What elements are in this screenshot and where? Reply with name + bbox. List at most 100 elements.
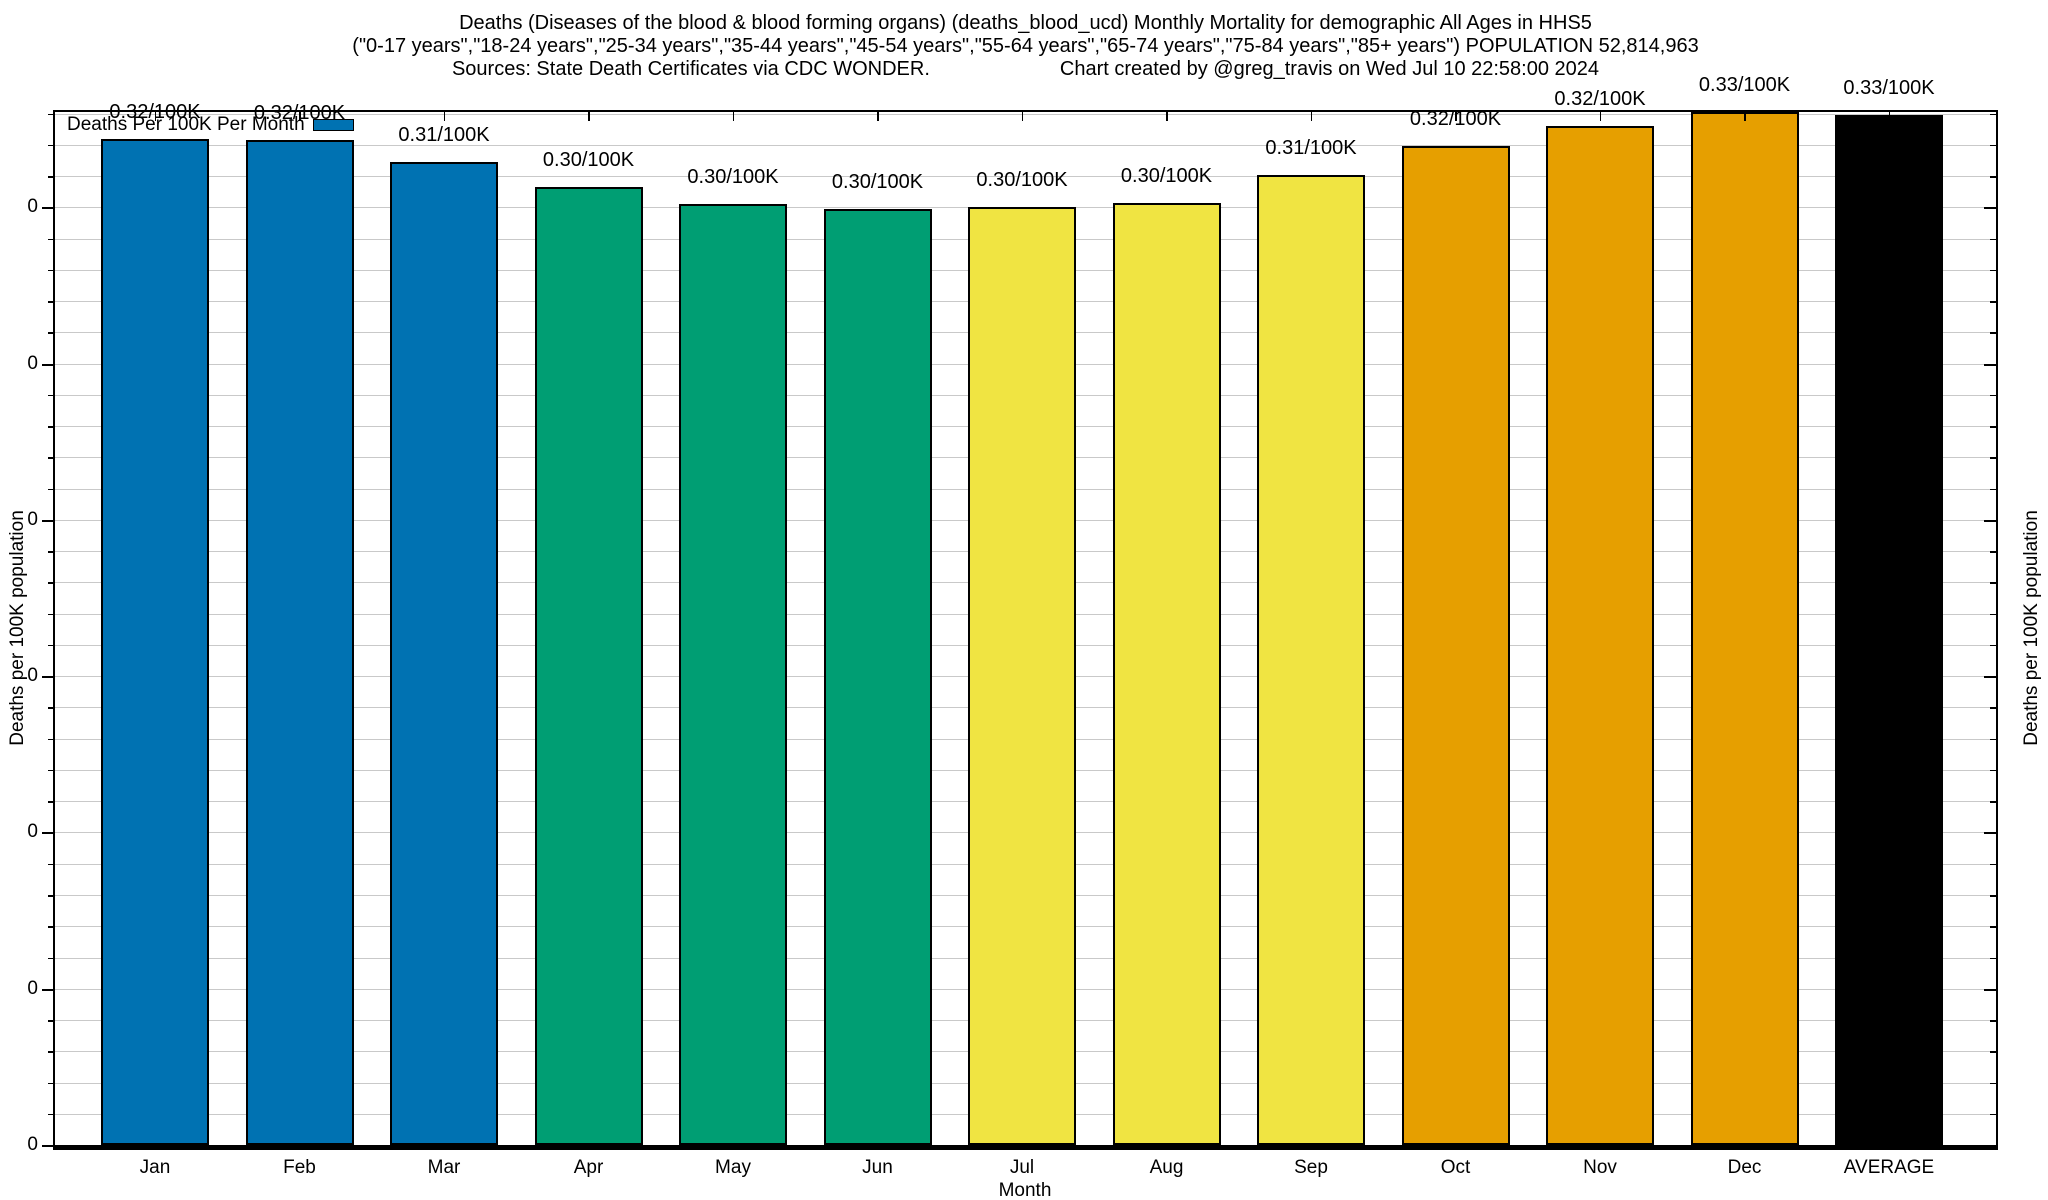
y-tick-label: 0 xyxy=(27,508,38,530)
x-tick-top xyxy=(299,112,301,121)
x-tick-label-jan: Jan xyxy=(139,1157,171,1178)
y-minor-tick-right xyxy=(1990,1113,1996,1116)
bar-nov xyxy=(1546,126,1654,1145)
x-tick-label-aug: Aug xyxy=(1149,1157,1184,1178)
y-minor-tick-right xyxy=(1990,926,1996,928)
y-major-tick-right xyxy=(1984,363,1996,366)
y-minor-tick-right xyxy=(1990,1051,1996,1053)
y-minor-tick-left xyxy=(48,613,55,616)
y-minor-tick-right xyxy=(1990,957,1996,959)
bar-value-label-dec: 0.33/100K xyxy=(1698,74,1791,96)
y-minor-tick-right xyxy=(1990,144,1996,147)
x-tick-top xyxy=(1021,112,1023,121)
y-minor-tick-left xyxy=(48,582,55,584)
y-minor-tick-left xyxy=(48,1051,55,1053)
legend: Deaths Per 100K Per Month xyxy=(67,114,354,136)
x-tick-label-jun: Jun xyxy=(862,1157,893,1178)
bar-may xyxy=(679,204,787,1145)
y-minor-tick-left xyxy=(48,801,55,803)
x-tick-top xyxy=(154,112,156,121)
y-minor-tick-left xyxy=(48,644,55,647)
gridline xyxy=(55,113,1996,115)
y-major-tick-right xyxy=(1984,207,1996,210)
bar-value-label-sep: 0.31/100K xyxy=(1265,136,1357,159)
x-tick-top xyxy=(1166,112,1168,121)
bar-value-label-jun: 0.30/100K xyxy=(831,170,924,193)
y-minor-tick-left xyxy=(48,863,55,866)
y-minor-tick-left xyxy=(48,895,55,897)
bar-feb xyxy=(245,140,354,1145)
y-tick-label: 0 xyxy=(27,821,38,843)
y-minor-tick-right xyxy=(1990,113,1996,116)
y-minor-tick-right xyxy=(1990,582,1996,584)
y-minor-tick-right xyxy=(1990,863,1996,866)
y-tick-label: 0 xyxy=(27,352,38,374)
legend-swatch xyxy=(312,119,354,131)
y-minor-tick-left xyxy=(48,707,55,709)
y-major-tick-left xyxy=(42,519,55,522)
y-minor-tick-left xyxy=(48,1020,55,1022)
y-minor-tick-left xyxy=(48,394,55,397)
y-minor-tick-right xyxy=(1990,769,1996,772)
y-minor-tick-left xyxy=(48,113,55,116)
bar-jun xyxy=(823,208,932,1145)
y-major-tick-right xyxy=(1984,832,1996,835)
x-tick-label-mar: Mar xyxy=(427,1157,461,1178)
y-minor-tick-right xyxy=(1990,426,1996,428)
x-tick-top xyxy=(443,112,445,121)
gridline xyxy=(55,176,1996,178)
x-tick-top xyxy=(588,112,590,121)
credit-note: Chart created by @greg_travis on Wed Jul… xyxy=(1059,58,1600,80)
y-minor-tick-left xyxy=(48,738,55,741)
y-minor-tick-left xyxy=(48,176,55,178)
legend-label: Deaths Per 100K Per Month xyxy=(67,114,305,135)
y-minor-tick-left xyxy=(48,1113,55,1116)
bar-value-label-average: 0.33/100K xyxy=(1843,77,1935,100)
x-axis-title: Month xyxy=(998,1180,1052,1200)
bar-aug xyxy=(1112,202,1221,1145)
y-minor-tick-right xyxy=(1990,1082,1996,1084)
y-major-tick-left xyxy=(42,832,55,835)
y-minor-tick-right xyxy=(1990,238,1996,241)
bar-oct xyxy=(1401,146,1510,1145)
x-tick-top xyxy=(1744,112,1746,121)
y-minor-tick-right xyxy=(1990,801,1996,803)
y-major-tick-right xyxy=(1984,676,1996,679)
x-tick-top xyxy=(1888,112,1890,121)
y-minor-tick-left xyxy=(48,238,55,241)
x-tick-top xyxy=(1599,112,1601,121)
x-tick-label-oct: Oct xyxy=(1440,1157,1471,1178)
y-minor-tick-left xyxy=(48,332,55,334)
bar-sep xyxy=(1257,174,1365,1145)
y-minor-tick-left xyxy=(48,551,55,553)
x-tick-label-may: May xyxy=(715,1157,751,1178)
y-minor-tick-right xyxy=(1990,1020,1996,1022)
bar-apr xyxy=(534,187,643,1145)
y-minor-tick-left xyxy=(48,957,55,959)
y-minor-tick-right xyxy=(1990,895,1996,897)
bar-value-label-nov: 0.32/100K xyxy=(1554,88,1646,111)
y-major-tick-left xyxy=(42,1145,55,1147)
bar-dec xyxy=(1690,112,1799,1145)
y-minor-tick-left xyxy=(48,426,55,428)
bar-value-label-jul: 0.30/100K xyxy=(976,169,1068,192)
bar-jan xyxy=(101,138,209,1145)
y-minor-tick-right xyxy=(1990,457,1996,459)
y-minor-tick-right xyxy=(1990,738,1996,741)
y-minor-tick-right xyxy=(1990,613,1996,616)
plot-border-left xyxy=(53,110,55,1150)
y-minor-tick-left xyxy=(48,1082,55,1084)
y-minor-tick-right xyxy=(1990,488,1996,491)
y-tick-label: 0 xyxy=(27,1134,38,1155)
y-minor-tick-right xyxy=(1990,707,1996,709)
bar-average xyxy=(1835,115,1943,1145)
x-tick-label-jul: Jul xyxy=(1009,1157,1035,1178)
y-major-tick-left xyxy=(42,363,55,366)
bar-value-label-may: 0.30/100K xyxy=(687,166,779,189)
chart-title-line1: Deaths (Diseases of the blood & blood fo… xyxy=(459,12,1592,34)
y-minor-tick-right xyxy=(1990,332,1996,334)
x-tick-label-feb: Feb xyxy=(283,1157,316,1178)
gridline xyxy=(55,144,1996,146)
x-tick-top xyxy=(877,112,879,121)
